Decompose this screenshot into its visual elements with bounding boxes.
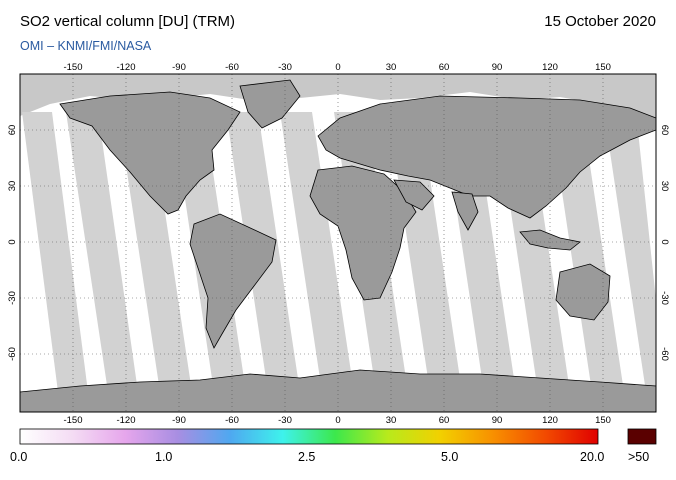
swath xyxy=(604,112,656,392)
africa xyxy=(309,165,417,301)
lon-tick-label: 60 xyxy=(439,62,450,73)
lon-tick-label: -120 xyxy=(116,415,135,426)
colorbar-label: 20.0 xyxy=(580,450,605,464)
land-masses xyxy=(19,79,657,413)
greenland xyxy=(239,79,301,129)
data-credit: OMI – KNMI/FMI/NASA xyxy=(20,39,152,53)
lon-tick-label: 120 xyxy=(542,415,558,426)
south-america xyxy=(189,213,277,349)
map-frame xyxy=(19,73,657,413)
lat-tick-label: 60 xyxy=(7,125,18,136)
lon-tick-label: 90 xyxy=(492,415,503,426)
lon-tick-label: 30 xyxy=(386,415,397,426)
colorbar-overflow-box xyxy=(627,428,657,445)
lon-tick-label: -120 xyxy=(116,62,135,73)
lon-tick-label: 30 xyxy=(386,62,397,73)
lat-tick-label: 0 xyxy=(7,239,18,244)
lat-tick-label: 60 xyxy=(659,125,670,136)
colorbar-label: 2.5 xyxy=(298,450,316,464)
north-america xyxy=(59,91,241,215)
map-title: SO2 vertical column [DU] (TRM) xyxy=(20,13,236,30)
lat-ticks-right: 60 30 0 -30 -60 xyxy=(659,125,670,361)
lon-tick-label: 60 xyxy=(439,415,450,426)
lon-tick-label: 120 xyxy=(542,62,558,73)
lon-ticks-top: -150 -120 -90 -60 -30 0 30 60 90 120 150 xyxy=(63,62,610,73)
swath xyxy=(280,112,354,392)
colorbar-label: 0.0 xyxy=(10,450,28,464)
swath xyxy=(66,112,138,392)
swath xyxy=(22,112,88,392)
lat-tick-label: 30 xyxy=(7,181,18,192)
lon-tick-label: 0 xyxy=(335,415,340,426)
lon-tick-label: 90 xyxy=(492,62,503,73)
colorbar-label: 5.0 xyxy=(441,450,459,464)
lon-ticks-bottom: -150 -120 -90 -60 -30 0 30 60 90 120 150 xyxy=(63,415,610,426)
swath xyxy=(118,112,192,392)
india xyxy=(451,191,479,231)
lon-tick-label: -150 xyxy=(63,62,82,73)
colorbar-label: 1.0 xyxy=(155,450,173,464)
graticule xyxy=(20,74,656,412)
lat-tick-label: 30 xyxy=(659,181,670,192)
lon-tick-label: -150 xyxy=(63,415,82,426)
map-date: 15 October 2020 xyxy=(544,13,656,30)
lon-tick-label: -90 xyxy=(172,62,186,73)
lat-tick-label: 0 xyxy=(659,239,670,244)
arabia xyxy=(393,179,435,211)
lon-tick-label: 150 xyxy=(595,62,611,73)
lon-tick-label: 150 xyxy=(595,415,611,426)
europe-asia xyxy=(317,95,657,219)
lon-tick-label: -60 xyxy=(225,62,239,73)
lat-tick-label: -30 xyxy=(7,291,18,305)
lon-tick-label: -30 xyxy=(278,62,292,73)
lon-tick-label: -90 xyxy=(172,415,186,426)
colorbar-overflow-label: >50 xyxy=(628,450,650,464)
lon-tick-label: 0 xyxy=(335,62,340,73)
colorbar xyxy=(19,428,599,445)
australia xyxy=(555,263,611,321)
lat-tick-label: -60 xyxy=(659,347,670,361)
lon-tick-label: -30 xyxy=(278,415,292,426)
lat-tick-label: -30 xyxy=(659,291,670,305)
lon-tick-label: -60 xyxy=(225,415,239,426)
lat-ticks-left: 60 30 0 -30 -60 xyxy=(7,125,18,361)
southeast-asia-islands xyxy=(519,229,581,251)
lat-tick-label: -60 xyxy=(7,347,18,361)
